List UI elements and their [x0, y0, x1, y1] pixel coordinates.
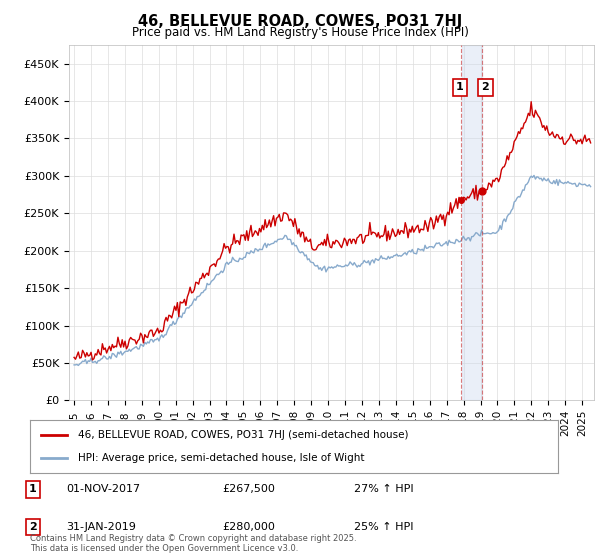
Text: 2: 2	[29, 522, 37, 532]
Text: 46, BELLEVUE ROAD, COWES, PO31 7HJ: 46, BELLEVUE ROAD, COWES, PO31 7HJ	[138, 14, 462, 29]
Text: 27% ↑ HPI: 27% ↑ HPI	[354, 484, 413, 494]
Text: Contains HM Land Registry data © Crown copyright and database right 2025.
This d: Contains HM Land Registry data © Crown c…	[30, 534, 356, 553]
Text: 25% ↑ HPI: 25% ↑ HPI	[354, 522, 413, 532]
Text: £267,500: £267,500	[222, 484, 275, 494]
Text: 31-JAN-2019: 31-JAN-2019	[66, 522, 136, 532]
Text: 2: 2	[481, 82, 489, 92]
Text: Price paid vs. HM Land Registry's House Price Index (HPI): Price paid vs. HM Land Registry's House …	[131, 26, 469, 39]
Text: 46, BELLEVUE ROAD, COWES, PO31 7HJ (semi-detached house): 46, BELLEVUE ROAD, COWES, PO31 7HJ (semi…	[77, 430, 408, 440]
Text: 01-NOV-2017: 01-NOV-2017	[66, 484, 140, 494]
Text: £280,000: £280,000	[222, 522, 275, 532]
Text: 1: 1	[29, 484, 37, 494]
Text: 1: 1	[456, 82, 464, 92]
Text: HPI: Average price, semi-detached house, Isle of Wight: HPI: Average price, semi-detached house,…	[77, 453, 364, 463]
